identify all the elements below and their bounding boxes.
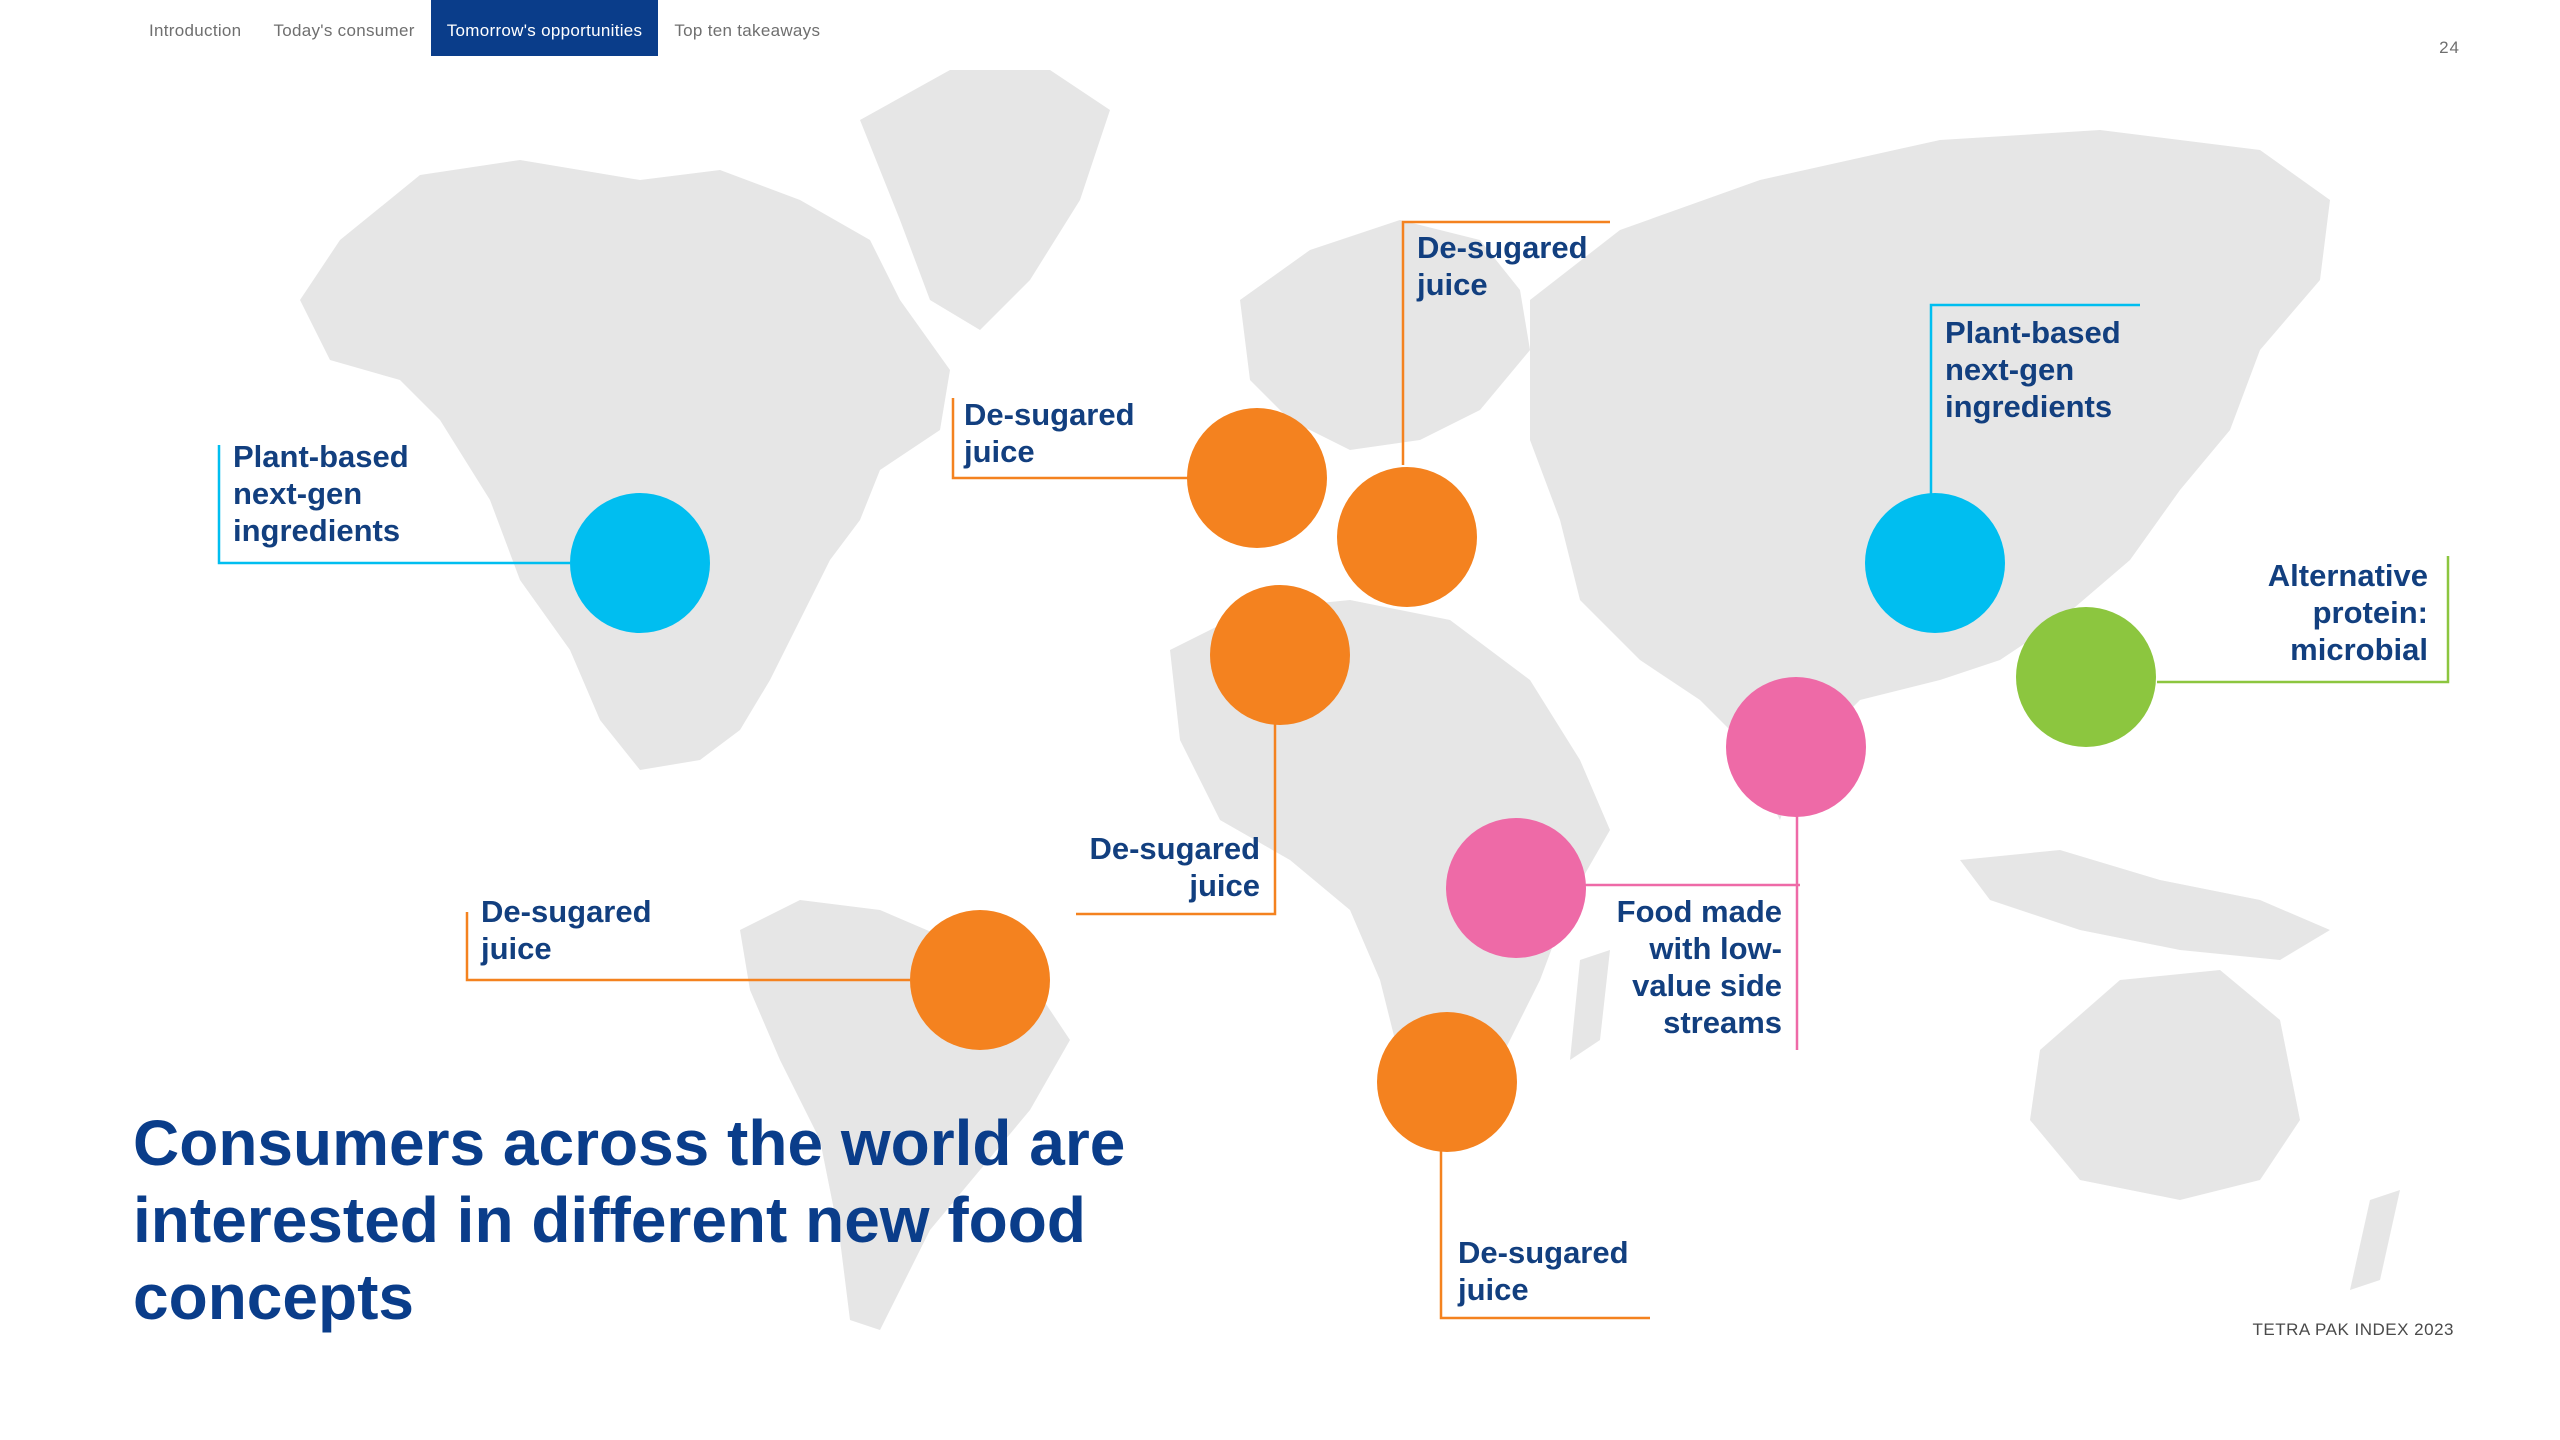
circle-china [1865, 493, 2005, 633]
leader-line-east-asia [2157, 556, 2450, 684]
callout-label-side-streams: Food made with low-value side streams [1616, 894, 1782, 1040]
land-southeast-asia [1960, 850, 2330, 960]
leader-line-north-america [217, 445, 570, 565]
market-circles [570, 408, 2156, 1152]
circle-northern-europe [1337, 467, 1477, 607]
landmasses [300, 70, 2400, 1330]
page-number: 24 [2439, 38, 2460, 57]
callout-label-east-asia: Alternative protein: microbial [2267, 558, 2428, 667]
footer-source: TETRA PAK INDEX 2023 [2252, 1320, 2454, 1339]
leader-line-northern-europe [1401, 220, 1610, 465]
circle-western-europe [1210, 585, 1350, 725]
callout-label-uk: De-sugared juice [964, 397, 1135, 469]
land-africa [1170, 600, 1610, 1120]
circle-southern-africa [1377, 1012, 1517, 1152]
leader-line-brazil [465, 912, 910, 982]
callout-label-western-europe: De-sugared juice [1089, 831, 1260, 903]
leader-line-uk [951, 398, 1190, 480]
leader-lines [217, 220, 2450, 1320]
circle-north-america [570, 493, 710, 633]
callout-label-southern-africa: De-sugared juice [1458, 1235, 1629, 1307]
land-australia [2030, 970, 2300, 1200]
callout-label-brazil: De-sugared juice [481, 894, 652, 966]
callout-label-northern-europe: De-sugared juice [1417, 230, 1588, 302]
land-greenland [860, 70, 1110, 330]
circle-brazil [910, 910, 1050, 1050]
circle-east-asia [2016, 607, 2156, 747]
callout-label-north-america: Plant-based next-gen ingredients [233, 439, 409, 548]
leader-line-china [1929, 303, 2140, 495]
leader-line-southern-africa [1439, 1150, 1650, 1320]
tab-top-ten-takeaways[interactable]: Top ten takeaways [674, 21, 821, 40]
tab-tomorrows-opportunities[interactable]: Tomorrow's opportunities [430, 0, 659, 56]
land-new-zealand [2350, 1190, 2400, 1290]
page-headline: Consumers across the world are intereste… [133, 1107, 1126, 1333]
land-north-america [300, 160, 950, 770]
circle-uk [1187, 408, 1327, 548]
tab-todays-consumer[interactable]: Today's consumer [273, 21, 415, 40]
circle-east-africa [1446, 818, 1586, 958]
callout-label-china: Plant-based next-gen ingredients [1945, 315, 2121, 424]
circle-south-asia [1726, 677, 1866, 817]
land-madagascar [1570, 950, 1610, 1060]
section-nav: Introduction Today's consumer Tomorrow's… [133, 0, 836, 56]
leader-line-western-europe [1076, 720, 1277, 916]
land-europe [1240, 220, 1530, 450]
tab-introduction[interactable]: Introduction [149, 21, 242, 40]
